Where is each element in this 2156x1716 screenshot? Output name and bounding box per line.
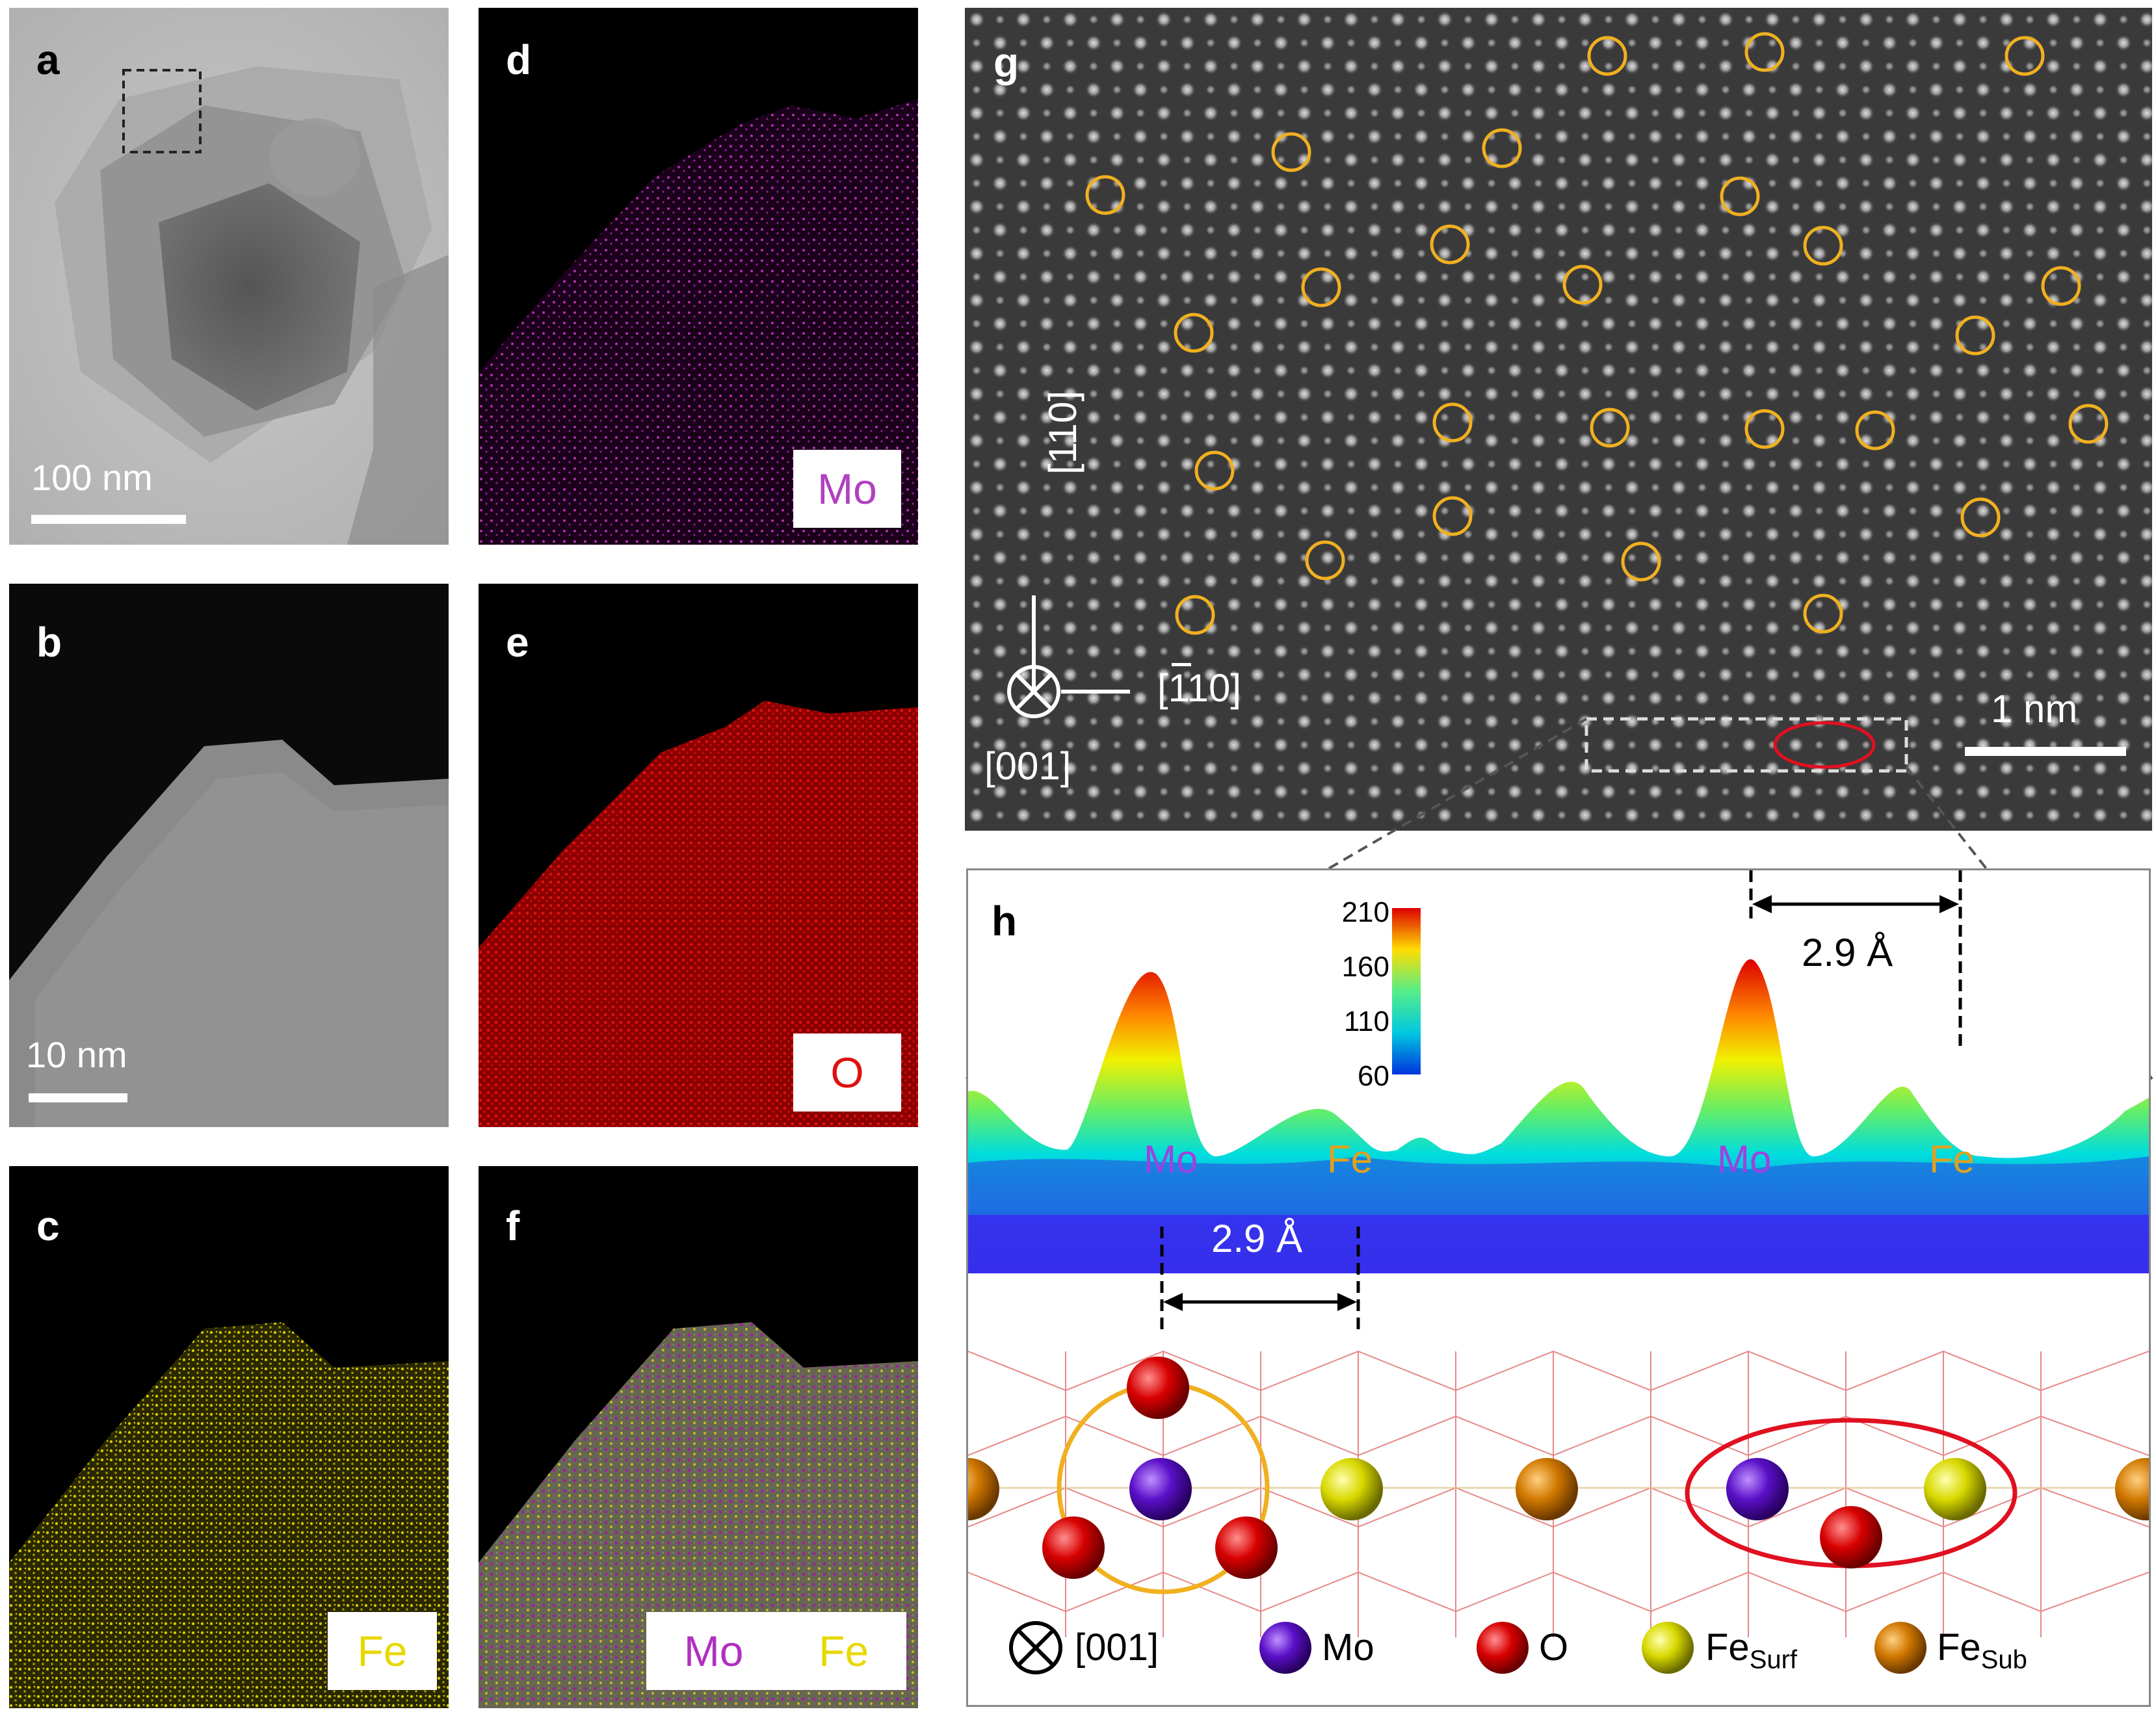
panel-g-scalebar-text: 1 nm <box>1991 687 2078 731</box>
colorbar-tick-60: 60 <box>1358 1060 1389 1092</box>
panel-e-label: e <box>506 619 529 666</box>
fe-map <box>9 1166 449 1708</box>
colorbar-tick-210: 210 <box>1341 896 1389 928</box>
panel-b-label: b <box>36 619 62 666</box>
o-map <box>479 584 918 1127</box>
panel-a: a 100 nm <box>9 8 449 545</box>
colorbar <box>1392 908 1421 1074</box>
legend-fe-sub: FeSub <box>1937 1626 2027 1674</box>
hrstem-image <box>965 8 2152 831</box>
panel-g-label: g <box>993 39 1019 86</box>
peak-label-fe-2: Fe <box>1929 1138 1975 1181</box>
panel-b-scalebar-text: 10 nm <box>26 1034 127 1075</box>
distance-bottom: 2.9 Å <box>1211 1217 1303 1260</box>
panel-e-tag: O <box>793 1034 901 1112</box>
colorbar-tick-160: 160 <box>1341 951 1389 983</box>
panel-b-scalebar <box>29 1093 127 1102</box>
colorbar-tick-110: 110 <box>1343 1006 1389 1037</box>
axis-minus110-label: [110] <box>1157 663 1241 710</box>
panel-d: d Mo <box>479 8 918 545</box>
panel-h-label: h <box>992 898 1018 944</box>
panel-c-label: c <box>36 1202 60 1249</box>
panel-g: g [110] [110] [001] 1 nm <box>965 8 2152 831</box>
panel-f: f Mo Fe <box>479 1166 918 1708</box>
panel-f-tag: Mo Fe <box>646 1612 906 1690</box>
panel-a-scalebar <box>31 515 186 524</box>
legend <box>1009 1621 1926 1674</box>
panel-f-label: f <box>506 1202 520 1249</box>
peak-label-mo-1: Mo <box>1144 1138 1198 1181</box>
panel-b: b 10 nm <box>9 584 449 1127</box>
distance-top: 2.9 Å <box>1802 931 1893 974</box>
crystal-model <box>968 1350 2149 1637</box>
panel-c-tag: Fe <box>328 1612 437 1690</box>
panel-a-label: a <box>36 36 60 83</box>
panel-d-label: d <box>506 36 532 83</box>
legend-fe-surf: FeSurf <box>1705 1626 1798 1674</box>
colorbar-ticks: 210 160 110 60 <box>1331 896 1389 1092</box>
legend-mo: Mo <box>1322 1626 1374 1669</box>
peak-label-fe-1: Fe <box>1327 1138 1373 1181</box>
panel-h: h 210 160 110 60 2.9 Å 2.9 Å Mo Fe Mo Fe… <box>966 868 2151 1707</box>
single-atom-circles <box>1085 32 2109 635</box>
legend-axis-001: [001] <box>1075 1626 1159 1669</box>
panel-f-tag-fe: Fe <box>819 1627 869 1675</box>
panel-e: e O <box>479 584 918 1127</box>
surface <box>968 959 2149 1273</box>
panel-f-tag-mo: Mo <box>683 1627 744 1675</box>
haadf-image <box>9 584 449 1127</box>
peak-label-mo-2: Mo <box>1717 1138 1772 1181</box>
panel-c: c Fe <box>9 1166 449 1708</box>
axis-001-label: [001] <box>984 744 1071 788</box>
tem-image <box>9 8 449 545</box>
intensity-surface-plot <box>968 870 2149 1674</box>
legend-o: O <box>1539 1626 1569 1669</box>
panel-d-tag: Mo <box>793 450 901 528</box>
panel-a-scalebar-text: 100 nm <box>31 457 153 498</box>
